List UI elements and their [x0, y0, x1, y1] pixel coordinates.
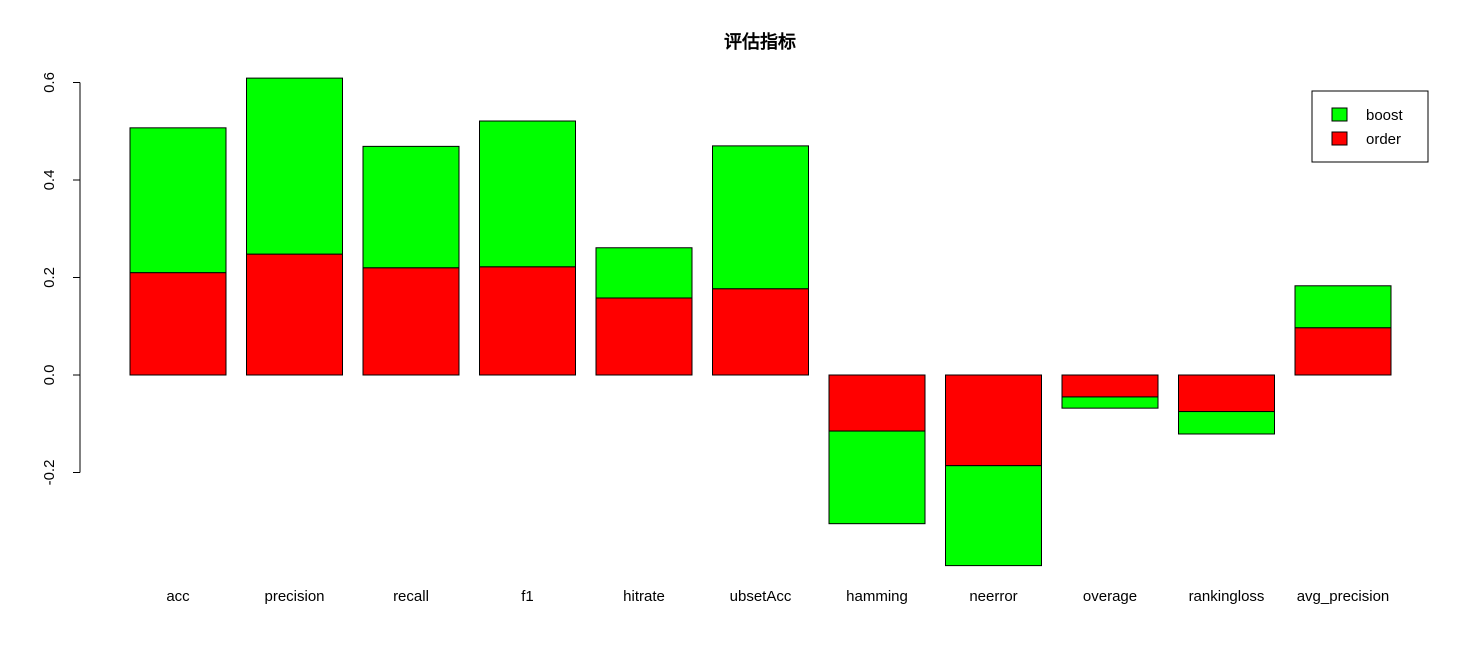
x-tick-label: rankingloss: [1189, 588, 1265, 605]
bar-order-overage: [1061, 374, 1159, 398]
x-tick-label: hamming: [846, 588, 908, 605]
bars-group: [129, 77, 1392, 567]
x-tick-label: precision: [264, 588, 324, 605]
bar-boost-precision: [246, 77, 343, 255]
y-tick-label: -0.2: [41, 460, 58, 486]
legend: boost order: [1311, 90, 1429, 163]
bar-order-hitrate: [595, 297, 693, 376]
x-tick-label: neerror: [969, 588, 1017, 605]
bar-order-avg_precision: [1294, 327, 1392, 376]
y-axis: -0.2 0.0 0.2 0.4 0.6: [41, 72, 81, 486]
x-tick-label: hitrate: [623, 588, 665, 605]
bar-order-acc: [129, 272, 227, 376]
bar-boost-overage: [1061, 396, 1159, 409]
legend-label-order: order: [1366, 131, 1401, 148]
bar-order-hamming: [828, 374, 926, 432]
y-tick-label: 0.6: [41, 72, 58, 93]
bar-order-ubsetAcc: [712, 288, 809, 376]
y-tick-label: 0.2: [41, 267, 58, 288]
y-tick-label: 0.4: [41, 170, 58, 191]
x-tick-label: overage: [1083, 588, 1137, 605]
bar-boost-f1: [479, 120, 576, 268]
x-tick-label: ubsetAcc: [730, 588, 792, 605]
legend-swatch-order: [1331, 131, 1348, 146]
x-tick-label: avg_precision: [1297, 588, 1390, 605]
bar-order-precision: [246, 253, 343, 376]
bar-order-recall: [362, 267, 460, 376]
y-tick-label: 0.0: [41, 365, 58, 386]
x-tick-label: recall: [393, 588, 429, 605]
bar-order-neerror: [945, 374, 1042, 467]
legend-box: [1311, 90, 1429, 163]
legend-swatch-boost: [1331, 107, 1348, 122]
bar-boost-ubsetAcc: [712, 145, 809, 290]
bar-boost-avg_precision: [1294, 285, 1392, 329]
bar-order-rankingloss: [1178, 374, 1275, 413]
x-axis-labels: acc precision recall f1 hitrate ubsetAcc hammi…: [166, 588, 1389, 605]
legend-label-boost: boost: [1366, 107, 1404, 124]
bar-order-f1: [479, 266, 576, 376]
bar-boost-hitrate: [595, 247, 693, 299]
chart-title: 评估指标: [724, 31, 796, 53]
bar-boost-recall: [362, 145, 460, 269]
x-tick-label: f1: [521, 588, 534, 605]
bar-boost-rankingloss: [1178, 411, 1275, 435]
bar-boost-neerror: [945, 465, 1042, 567]
x-tick-label: acc: [166, 588, 190, 605]
bar-boost-acc: [129, 127, 227, 274]
bar-boost-hamming: [828, 430, 926, 525]
